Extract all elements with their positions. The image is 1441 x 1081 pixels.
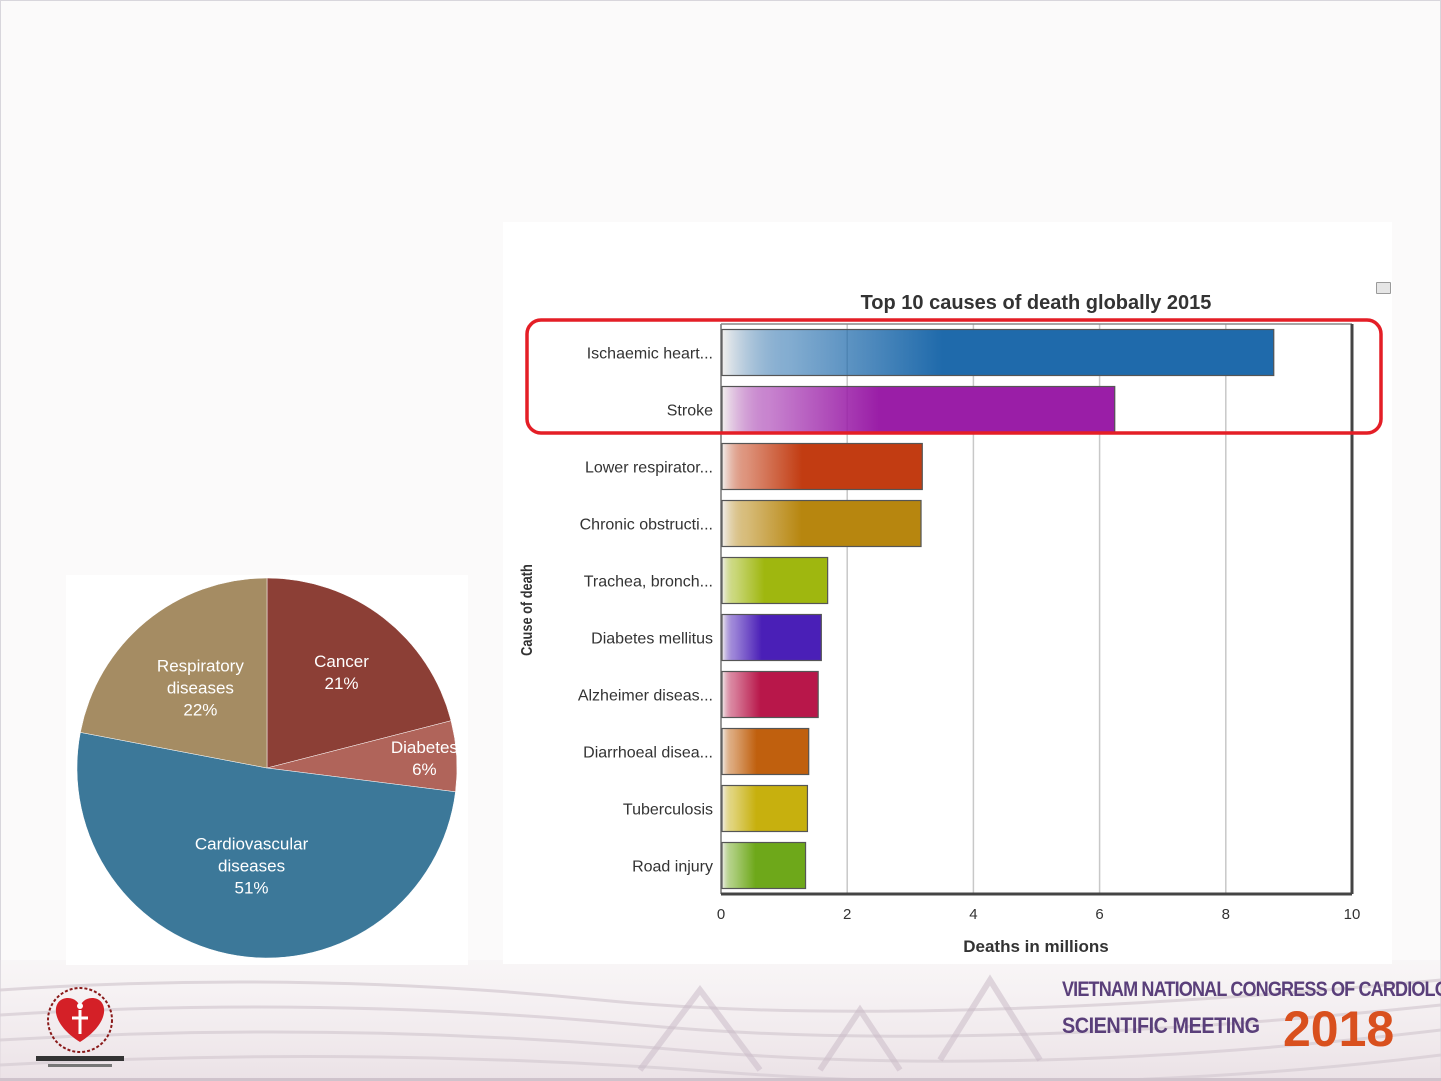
pie-chart-panel: Cancer 21% Diabetes 6% Cardiovascular disease… bbox=[66, 575, 468, 965]
category-label-6: Alzheimer diseas... bbox=[578, 688, 713, 705]
x-tick-label-10: 10 bbox=[1344, 906, 1361, 923]
pie-slice-label-3: Respiratory diseases 22% bbox=[157, 656, 244, 719]
bar-chart-panel: Top 10 causes of death globally 2015 Isc… bbox=[503, 284, 1392, 964]
bar-2[interactable] bbox=[721, 442, 923, 491]
y-axis-label: Cause of death bbox=[519, 564, 537, 656]
x-tick-label-6: 6 bbox=[1095, 906, 1103, 923]
congress-subtitle: SCIENTIFIC MEETING bbox=[1062, 1013, 1260, 1038]
category-label-7: Diarrhoeal disea... bbox=[583, 745, 713, 762]
congress-title: VIETNAM NATIONAL CONGRESS OF CARDIOLOGY bbox=[1062, 978, 1441, 1001]
heart-society-logo-icon bbox=[28, 980, 132, 1072]
pie-slice-label-2: Cardiovascular diseases 51% bbox=[195, 835, 309, 898]
x-tick-label-4: 4 bbox=[969, 906, 977, 923]
bar-7[interactable] bbox=[721, 727, 810, 776]
footer-decoration bbox=[0, 960, 1441, 1081]
pie-slice-0 bbox=[266, 577, 452, 769]
x-axis-label: Deaths in millions bbox=[963, 937, 1108, 956]
pie-chart: Cancer 21% Diabetes 6% Cardiovascular disease… bbox=[76, 577, 458, 959]
category-label-1: Stroke bbox=[667, 403, 713, 420]
bar-3[interactable] bbox=[721, 499, 922, 548]
bar-chart: Top 10 causes of death globally 2015 Isc… bbox=[519, 292, 1383, 956]
pie-slice-label-1: Diabetes 6% bbox=[391, 738, 458, 779]
bar-chart-header-space bbox=[503, 222, 1392, 284]
bar-5[interactable] bbox=[721, 613, 822, 662]
highlight-box bbox=[525, 318, 1383, 435]
x-tick-label-2: 2 bbox=[843, 906, 851, 923]
category-label-9: Road injury bbox=[632, 859, 713, 876]
pie-slice-label-0: Cancer 21% bbox=[314, 652, 369, 693]
expand-icon[interactable] bbox=[1376, 282, 1391, 294]
bar-1[interactable] bbox=[721, 385, 1116, 434]
pie-slice-3 bbox=[80, 577, 268, 769]
bar-6[interactable] bbox=[721, 670, 819, 719]
bar-8[interactable] bbox=[721, 784, 809, 833]
category-label-5: Diabetes mellitus bbox=[591, 631, 713, 648]
chart-title: Top 10 causes of death globally 2015 bbox=[861, 292, 1212, 314]
congress-year: 2018 bbox=[1283, 1001, 1395, 1057]
x-tick-label-0: 0 bbox=[717, 906, 725, 923]
bar-9[interactable] bbox=[721, 841, 807, 890]
bar-0[interactable] bbox=[721, 328, 1275, 377]
category-label-2: Lower respirator... bbox=[585, 460, 713, 477]
x-tick-label-8: 8 bbox=[1222, 906, 1230, 923]
category-label-3: Chronic obstructi... bbox=[580, 517, 713, 534]
category-label-0: Ischaemic heart... bbox=[587, 346, 713, 363]
bar-4[interactable] bbox=[721, 556, 829, 605]
pie-slice-2 bbox=[76, 732, 456, 959]
category-label-4: Trachea, bronch... bbox=[584, 574, 713, 591]
category-label-8: Tuberculosis bbox=[623, 802, 713, 819]
